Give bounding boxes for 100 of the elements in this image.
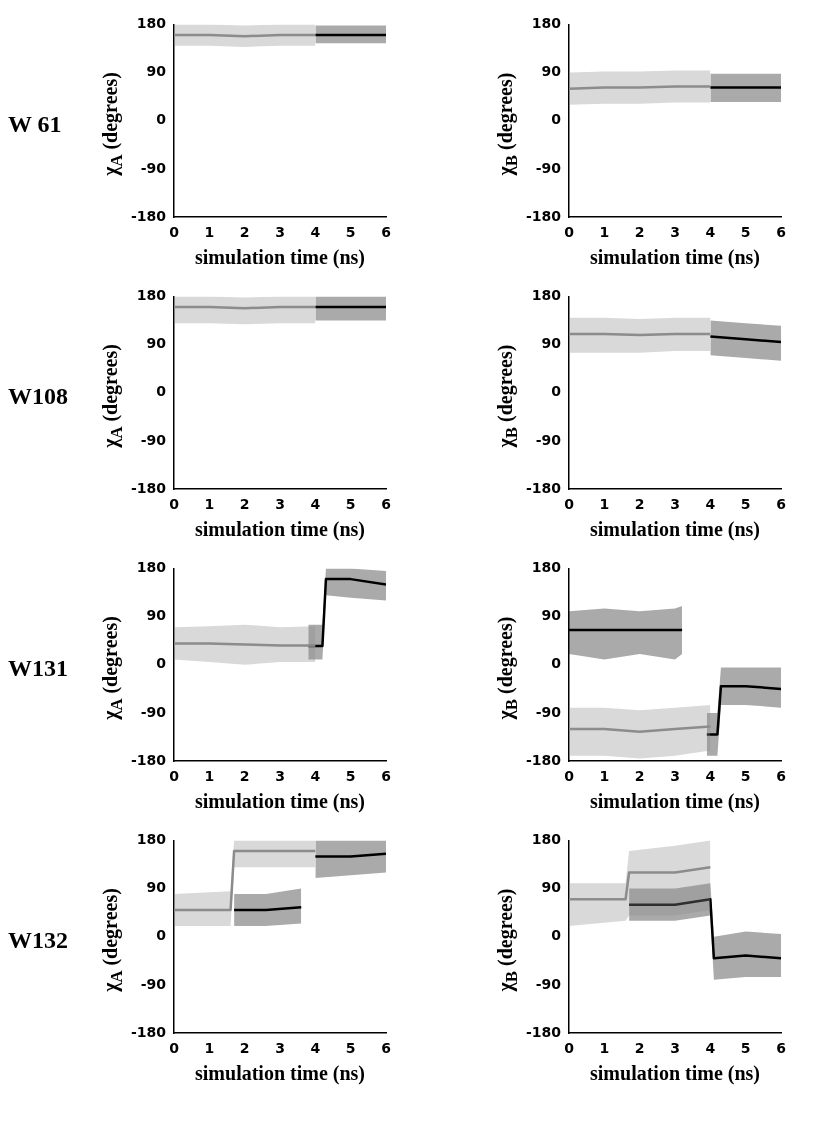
y-tick-label: 0 [156, 111, 167, 128]
x-tick-label: 6 [381, 768, 391, 785]
x-tick-label: 0 [564, 768, 575, 785]
y-tick-label: -180 [525, 479, 562, 496]
y-tick-label: 0 [551, 655, 562, 672]
y-tick-label: -90 [535, 975, 562, 992]
x-tick-label: 3 [275, 224, 285, 241]
x-tick-label: 3 [275, 1040, 285, 1057]
y-tick-label: 0 [551, 927, 562, 944]
y-tick-label: 0 [156, 383, 167, 400]
x-axis-title: simulation time (ns) [590, 246, 761, 270]
y-tick-label: 180 [531, 559, 562, 576]
text: W108 [8, 382, 69, 411]
x-tick-label: 3 [670, 496, 680, 513]
y-tick-label: 0 [551, 383, 562, 400]
x-tick-label: 3 [275, 496, 285, 513]
x-axis-title: simulation time (ns) [195, 518, 366, 542]
x-tick-label: 1 [204, 496, 215, 513]
y-tick-label: 90 [541, 335, 562, 352]
y-tick-label: -180 [130, 207, 167, 224]
y-tick-label: -180 [525, 751, 562, 768]
x-tick-label: 1 [599, 496, 610, 513]
x-tick-label: 4 [310, 224, 321, 241]
x-tick-label: 4 [310, 768, 321, 785]
y-tick-label: -180 [525, 207, 562, 224]
x-tick-label: 1 [599, 224, 610, 241]
y-tick-label: 0 [551, 111, 562, 128]
x-tick-label: 3 [670, 1040, 680, 1057]
x-tick-label: 6 [381, 224, 391, 241]
y-tick-label: 0 [156, 655, 167, 672]
y-tick-label: -180 [525, 1023, 562, 1040]
x-axis-title: simulation time (ns) [590, 1062, 761, 1086]
y-tick-label: -180 [130, 751, 167, 768]
x-tick-label: 0 [169, 496, 180, 513]
y-tick-label: 90 [146, 879, 167, 896]
x-tick-label: 5 [740, 768, 751, 785]
x-tick-label: 4 [705, 768, 716, 785]
x-axis-title: simulation time (ns) [195, 1062, 366, 1086]
y-tick-label: 180 [531, 15, 562, 32]
x-tick-label: 6 [776, 1040, 786, 1057]
y-tick-label: 180 [136, 559, 167, 576]
x-tick-label: 3 [670, 224, 680, 241]
x-tick-label: 2 [634, 1040, 645, 1057]
x-tick-label: 0 [169, 1040, 180, 1057]
x-tick-label: 5 [740, 1040, 751, 1057]
x-tick-label: 0 [169, 768, 180, 785]
y-tick-label: -90 [140, 159, 167, 176]
x-tick-label: 6 [381, 496, 391, 513]
x-tick-label: 5 [740, 496, 751, 513]
x-tick-label: 2 [239, 496, 250, 513]
x-tick-label: 6 [381, 1040, 391, 1057]
y-tick-label: 90 [541, 879, 562, 896]
x-tick-label: 2 [634, 496, 645, 513]
x-tick-label: 0 [564, 224, 575, 241]
y-tick-label: 180 [531, 831, 562, 848]
y-tick-label: 0 [156, 927, 167, 944]
x-tick-label: 6 [776, 496, 786, 513]
y-tick-label: 90 [541, 607, 562, 624]
x-axis-title: simulation time (ns) [195, 246, 366, 270]
x-tick-label: 4 [310, 496, 321, 513]
x-tick-label: 6 [776, 224, 786, 241]
y-tick-label: 90 [146, 63, 167, 80]
x-tick-label: 2 [239, 1040, 250, 1057]
y-tick-label: -90 [535, 703, 562, 720]
x-tick-label: 0 [564, 1040, 575, 1057]
y-tick-label: -90 [535, 431, 562, 448]
x-axis-title: simulation time (ns) [590, 518, 761, 542]
x-tick-label: 4 [310, 1040, 321, 1057]
x-tick-label: 5 [345, 224, 356, 241]
y-tick-label: 180 [136, 15, 167, 32]
x-tick-label: 2 [634, 224, 645, 241]
y-tick-label: -90 [140, 975, 167, 992]
x-tick-label: 5 [345, 1040, 356, 1057]
x-tick-label: 3 [670, 768, 680, 785]
x-tick-label: 1 [204, 224, 215, 241]
y-tick-label: 180 [136, 831, 167, 848]
x-tick-label: 5 [345, 768, 356, 785]
x-tick-label: 6 [776, 768, 786, 785]
x-tick-label: 4 [705, 496, 716, 513]
x-axis-title: simulation time (ns) [195, 790, 366, 814]
text: W132 [8, 926, 69, 955]
y-tick-label: 180 [136, 287, 167, 304]
y-tick-label: -180 [130, 479, 167, 496]
x-tick-label: 2 [239, 224, 250, 241]
text: W131 [8, 654, 69, 683]
x-tick-label: 1 [599, 1040, 610, 1057]
y-tick-label: 90 [146, 335, 167, 352]
x-tick-label: 5 [345, 496, 356, 513]
y-tick-label: -90 [535, 159, 562, 176]
x-tick-label: 1 [204, 768, 215, 785]
y-tick-label: 90 [146, 607, 167, 624]
x-tick-label: 4 [705, 1040, 716, 1057]
x-tick-label: 5 [740, 224, 751, 241]
x-tick-label: 0 [564, 496, 575, 513]
y-tick-label: 90 [541, 63, 562, 80]
x-axis-title: simulation time (ns) [590, 790, 761, 814]
x-tick-label: 1 [599, 768, 610, 785]
x-tick-label: 2 [634, 768, 645, 785]
y-tick-label: -90 [140, 431, 167, 448]
x-tick-label: 4 [705, 224, 716, 241]
